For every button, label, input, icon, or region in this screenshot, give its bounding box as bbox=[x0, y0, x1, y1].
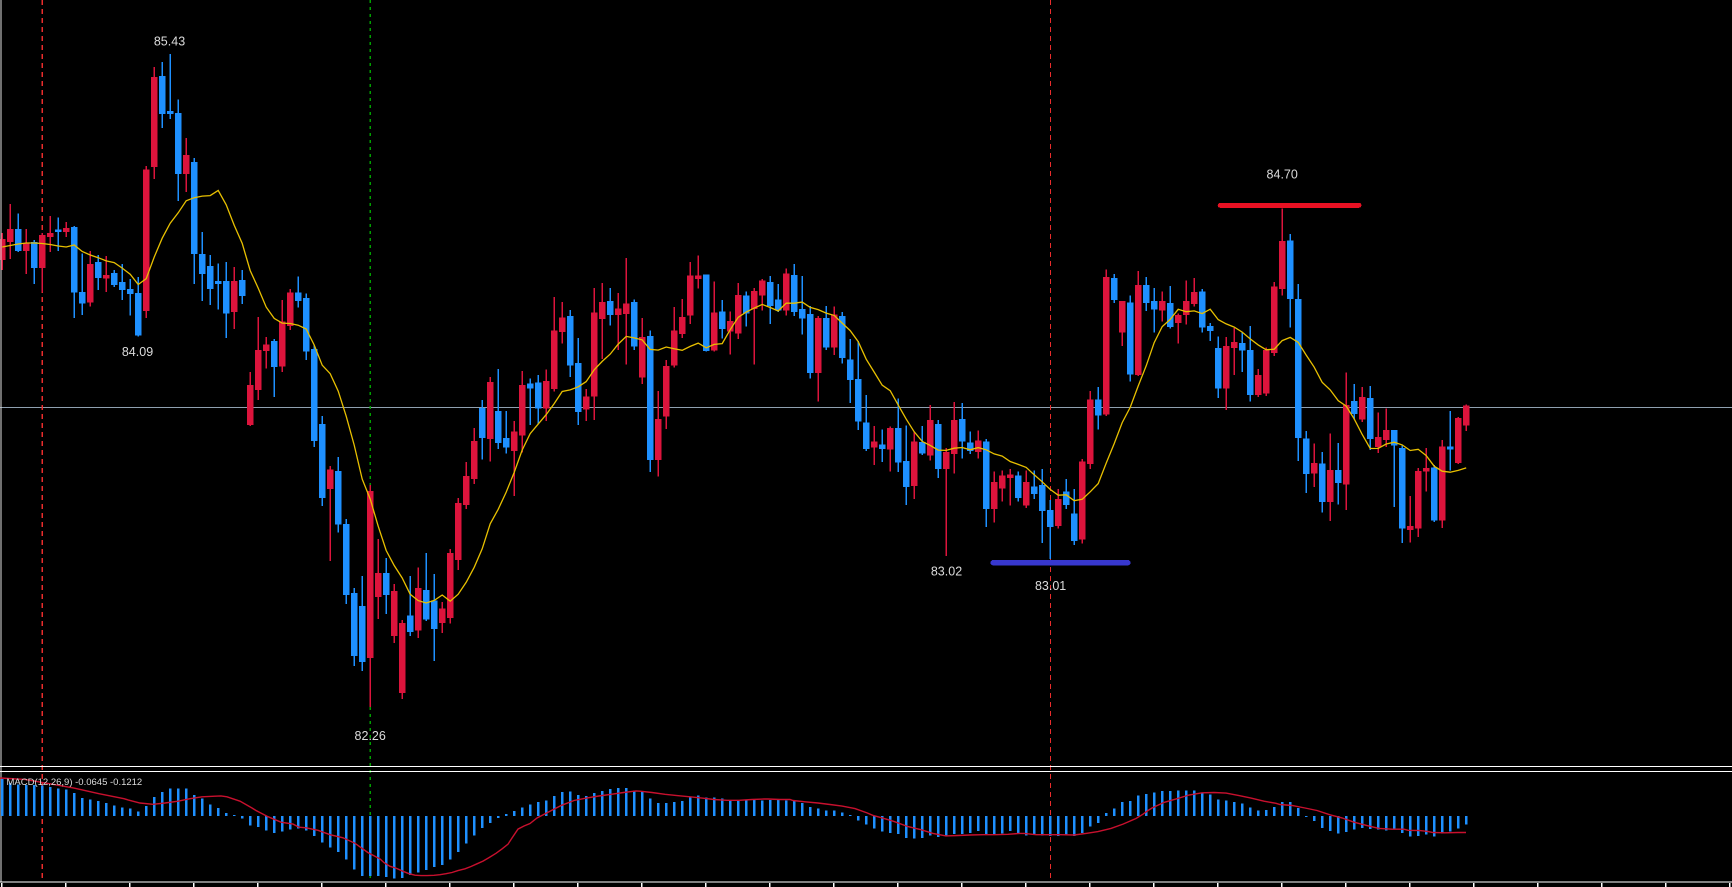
svg-text:MACD(12,26,9) -0.0645 -0.1212: MACD(12,26,9) -0.0645 -0.1212 bbox=[7, 777, 143, 788]
svg-text:85.43: 85.43 bbox=[154, 35, 185, 49]
svg-text:84.09: 84.09 bbox=[122, 345, 153, 359]
svg-text:84.70: 84.70 bbox=[1267, 167, 1298, 181]
svg-text:83.02: 83.02 bbox=[931, 564, 962, 578]
svg-text:82.26: 82.26 bbox=[355, 729, 386, 743]
svg-text:83.01: 83.01 bbox=[1035, 579, 1066, 593]
